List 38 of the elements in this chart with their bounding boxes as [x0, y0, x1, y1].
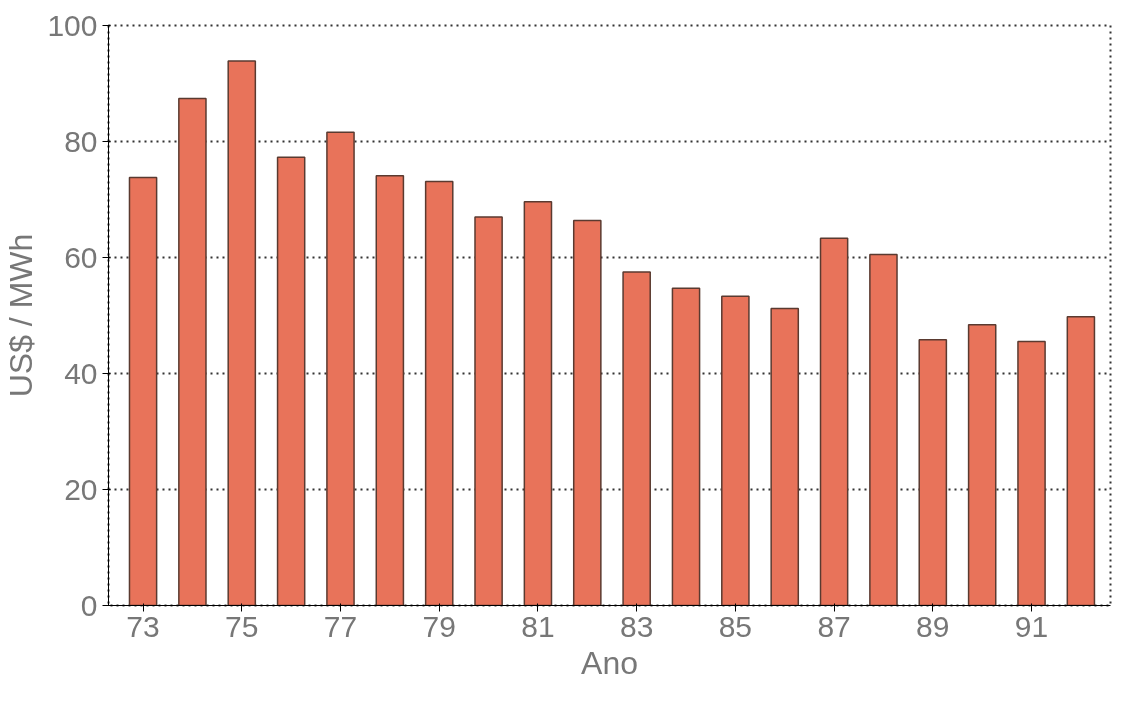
y-axis-title: US$ / MWh: [3, 233, 40, 398]
bar: [1017, 340, 1046, 606]
x-axis-title: Ano: [581, 644, 638, 681]
bar: [671, 287, 701, 606]
bar: [918, 339, 948, 606]
y-tick-label: 0: [80, 588, 98, 622]
x-tick-label: 73: [126, 609, 160, 643]
bar: [1066, 315, 1096, 606]
bar: [326, 131, 355, 606]
y-tick-label: 20: [64, 472, 98, 506]
bar: [523, 201, 553, 606]
x-tick-label: 83: [619, 609, 654, 643]
y-tick-label: 40: [64, 356, 98, 390]
bar: [276, 156, 306, 606]
bar: [967, 324, 997, 606]
x-tick-label: 79: [422, 609, 456, 643]
y-tick-label: 100: [47, 8, 98, 42]
bar: [819, 237, 849, 606]
x-tick-label: 85: [718, 609, 753, 643]
x-tick-label: 87: [817, 609, 851, 643]
x-tick-label: 75: [225, 609, 259, 643]
bar: [622, 271, 651, 606]
bar: [178, 97, 207, 606]
y-tick-label: 60: [64, 240, 98, 274]
x-tick-label: 81: [521, 609, 555, 643]
bar: [474, 216, 503, 606]
bar: [770, 307, 800, 606]
bar: [424, 180, 454, 606]
bar: [721, 295, 750, 606]
bar: [375, 174, 405, 606]
bar: [227, 60, 257, 606]
x-tick-label: 77: [323, 609, 358, 643]
x-tick-label: 91: [1014, 609, 1049, 643]
bar: [128, 176, 158, 606]
x-tick-label: 89: [916, 609, 950, 643]
y-tick-label: 80: [64, 124, 98, 158]
bar: [869, 253, 898, 606]
bar: [572, 219, 602, 606]
